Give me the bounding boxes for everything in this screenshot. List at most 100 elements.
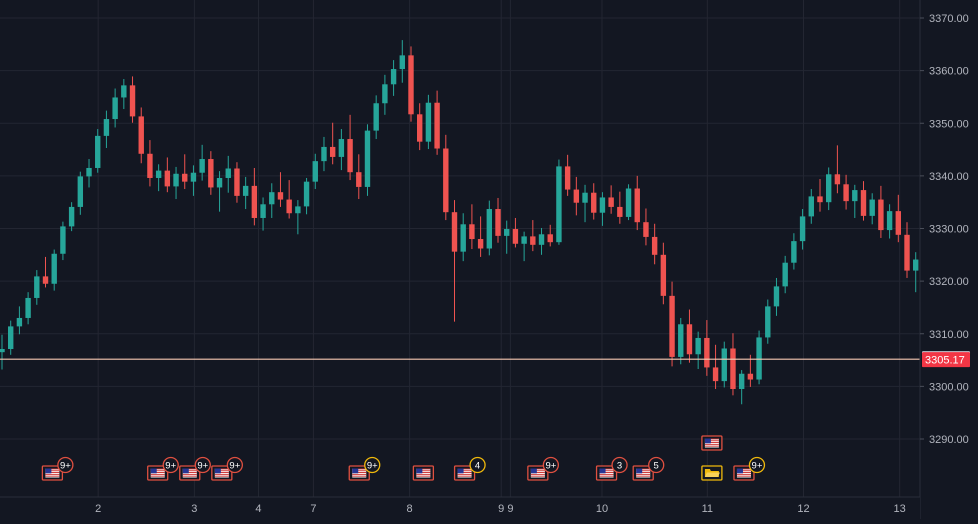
candle-body (643, 222, 649, 237)
folder-event-icon[interactable] (701, 465, 723, 481)
candle (347, 114, 353, 181)
us-flag-event-icon[interactable]: 9+ (527, 456, 560, 481)
candles (0, 40, 978, 454)
flag-stripe (530, 475, 545, 477)
flag-stripe (530, 468, 545, 470)
flag-stripe (599, 475, 614, 477)
flag-canton (416, 468, 423, 474)
price-tick-label: 3300.00 (929, 381, 969, 393)
flag-canton (45, 468, 52, 474)
flag-stripe (214, 472, 229, 473)
candle (408, 46, 414, 122)
flag-canton (704, 438, 711, 444)
candle (329, 122, 336, 165)
candle-body (60, 226, 66, 254)
candle-body (460, 224, 466, 252)
us-flag-event-icon[interactable]: 9+ (733, 456, 766, 481)
candle-body (155, 170, 162, 178)
event-count-badge (611, 456, 628, 474)
flag-stripe (457, 468, 472, 470)
us-flag-event-icon[interactable]: 9+ (211, 456, 243, 481)
candle-body (356, 172, 362, 187)
candle-body (843, 184, 849, 202)
candle-body (712, 367, 719, 382)
candle-body (547, 234, 553, 243)
us-flag-event-icon[interactable]: 9+ (348, 456, 381, 481)
candle (8, 320, 14, 355)
event-count-label: 9+ (165, 461, 176, 472)
us-flag-event-icon[interactable] (412, 465, 435, 481)
candle-body (817, 196, 823, 203)
candle-body (77, 176, 84, 207)
time-axis[interactable]: 2 3 4 7 8 9 9 10 11 12 13 (0, 496, 920, 519)
price-tick-label: 3330.00 (929, 224, 969, 236)
flag-stripe (214, 475, 229, 477)
us-flag-event-icon[interactable]: 4 (453, 456, 486, 481)
candle (0, 334, 5, 370)
candle (791, 233, 797, 270)
flag-stripe (704, 443, 719, 445)
us-flag-event-icon[interactable]: 9+ (41, 456, 74, 481)
candle-body (95, 135, 101, 168)
us-flag-event-icon[interactable] (701, 435, 723, 451)
event-count-badge (469, 456, 486, 474)
us-flag-event-icon[interactable]: 9+ (147, 456, 179, 481)
flag-stripe (599, 473, 614, 475)
candle-body (303, 181, 310, 207)
event-count-badge (194, 456, 211, 474)
flag-canton (636, 468, 643, 474)
candle (730, 333, 736, 396)
flag-stripe (416, 470, 431, 472)
candle-body (390, 69, 397, 85)
candle (373, 95, 379, 140)
flag-stripe (45, 473, 60, 475)
flag-canton (352, 468, 359, 474)
candle (356, 154, 362, 200)
candle-body (686, 324, 693, 355)
price-axis[interactable]: 3290.00 3300.00 3310.00 3320.00 3330.00 3340.… (919, 0, 978, 519)
candle (164, 157, 171, 193)
candle (808, 189, 814, 224)
flag-stripe (214, 470, 229, 472)
flag-stripe (182, 468, 197, 470)
flag-canton (599, 468, 606, 474)
candle-body (738, 373, 745, 390)
flag-stripe (182, 475, 197, 477)
candle (460, 213, 466, 262)
event-count-badge (364, 456, 381, 474)
flag-stripe (530, 470, 545, 472)
time-tick-label: 8 (407, 503, 413, 515)
candle (121, 79, 127, 110)
grid-lines (0, 0, 920, 497)
flag-stripe (736, 473, 751, 475)
candle (208, 151, 214, 195)
candle-body (834, 174, 841, 185)
flag-stripe (530, 473, 545, 475)
event-count-label: 5 (654, 461, 659, 472)
candle (765, 299, 771, 344)
candle-body (173, 173, 179, 187)
candle (173, 166, 179, 200)
candle-body (599, 197, 606, 213)
candle (155, 164, 162, 192)
candle (277, 172, 284, 207)
event-count-label: 9+ (60, 461, 71, 472)
candle (608, 185, 614, 214)
candle (34, 270, 40, 305)
candle (269, 183, 275, 218)
candle-body (329, 146, 336, 157)
candle (16, 306, 23, 335)
candle-body (556, 166, 562, 243)
us-flag-event-icon[interactable]: 5 (632, 456, 665, 481)
candle (303, 177, 310, 215)
flag-canton (150, 468, 157, 474)
us-flag-event-icon[interactable]: 3 (595, 456, 628, 481)
candle (434, 90, 440, 155)
candle-body (208, 159, 214, 188)
candle (60, 221, 66, 261)
candle (399, 40, 405, 83)
event-markers[interactable]: 9+ 9+ 9+ 9+ 9+ 4 9+ 3 5 9+ (41, 435, 766, 481)
us-flag-event-icon[interactable]: 9+ (179, 456, 211, 481)
